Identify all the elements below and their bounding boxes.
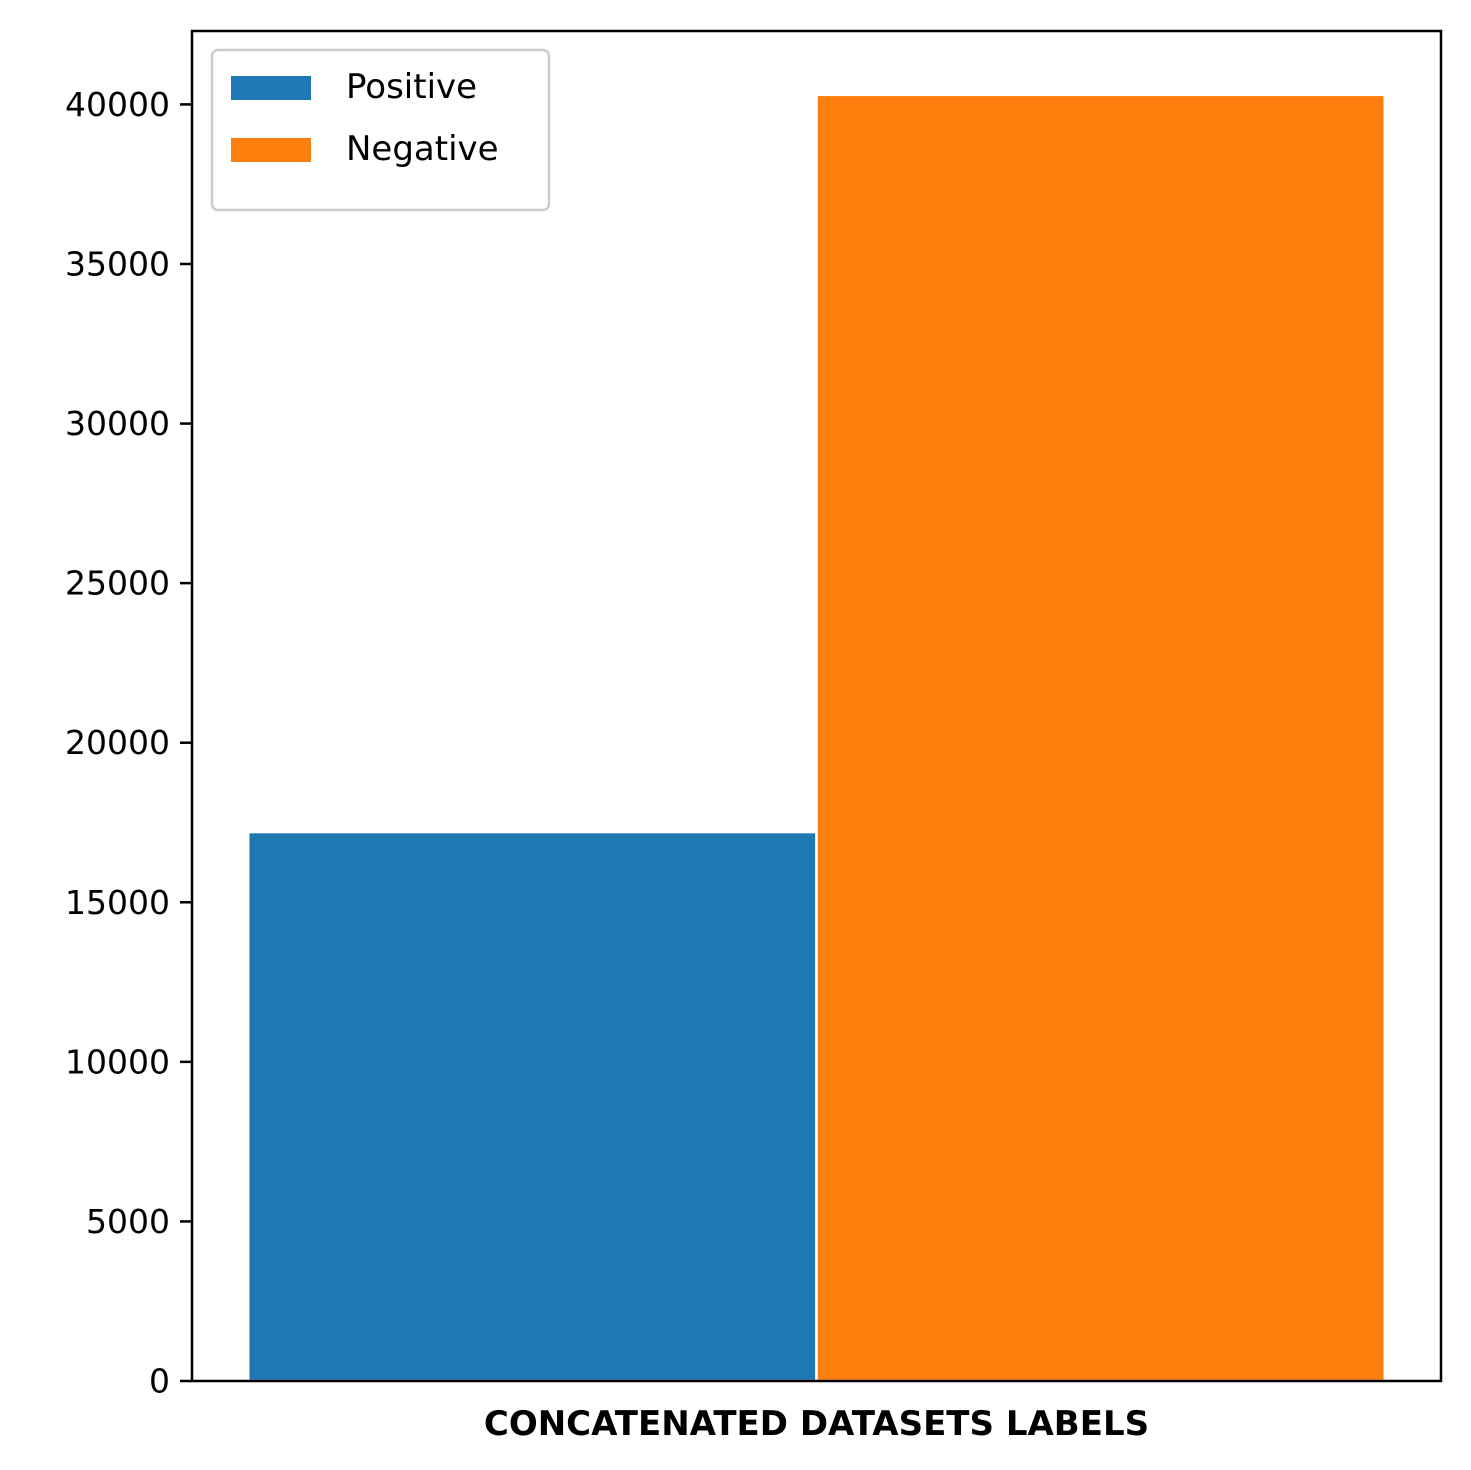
y-tick-label: 40000 (65, 85, 170, 124)
legend: Positive Negative (210, 48, 551, 212)
y-tick-label: 5000 (86, 1202, 170, 1241)
y-tick-label: 0 (149, 1362, 170, 1401)
legend-swatch-positive (231, 76, 311, 100)
legend-label-negative: Negative (346, 129, 499, 169)
y-axis-ticks: 0 5000 10000 15000 20000 25000 30000 35000 40000 (65, 85, 192, 1401)
legend-swatch-negative (231, 138, 311, 162)
y-tick-label: 20000 (65, 723, 170, 762)
plot-frame (190, 29, 1443, 1383)
y-tick-label: 10000 (65, 1042, 170, 1081)
legend-label-positive: Positive (346, 67, 477, 107)
x-axis-label: CONCATENATED DATASETS LABELS (484, 1404, 1149, 1444)
y-tick-label: 35000 (65, 244, 170, 283)
bar-positive (246, 830, 818, 1383)
y-tick-label: 25000 (65, 564, 170, 603)
y-tick-label: 30000 (65, 404, 170, 443)
bar-negative (815, 93, 1387, 1383)
bars-group (246, 93, 1387, 1383)
y-tick-label: 15000 (65, 883, 170, 922)
